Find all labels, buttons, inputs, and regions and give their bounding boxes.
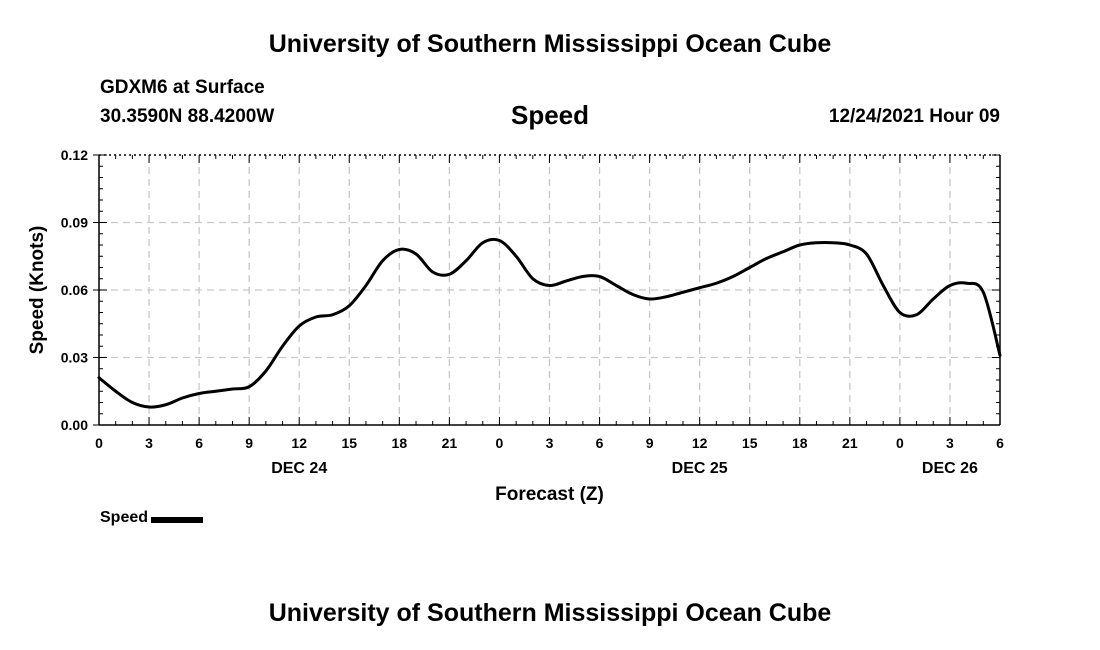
date-label: DEC 25 (672, 460, 728, 477)
x-tick-label: 3 (946, 435, 954, 451)
legend-line-swatch (151, 516, 204, 523)
y-tick-label: 0.00 (61, 417, 88, 433)
series-line-speed (97, 237, 1002, 409)
x-tick-label: 0 (496, 435, 504, 451)
y-tick-label: 0.06 (61, 282, 88, 298)
date-label: DEC 24 (271, 460, 327, 477)
x-tick-label: 6 (596, 435, 604, 451)
grid-layer (99, 155, 1000, 425)
x-tick-label: 15 (341, 435, 357, 451)
x-tick-label: 12 (692, 435, 708, 451)
x-tick-label: 6 (195, 435, 203, 451)
x-tick-label: 3 (546, 435, 554, 451)
x-tick-label: 18 (792, 435, 808, 451)
date-label: DEC 26 (922, 460, 978, 477)
x-tick-label: 18 (392, 435, 408, 451)
x-axis-title: Forecast (Z) (495, 484, 604, 505)
label-layer: 0 3 6 9 12 15 18 21 0 3 6 9 12 15 18 21 0 3 6 DEC 24 DEC 25 D… (27, 147, 1004, 505)
x-tick-label: 9 (646, 435, 654, 451)
y-tick-label: 0.09 (61, 215, 88, 231)
x-tick-label: 15 (742, 435, 758, 451)
x-tick-label: 9 (245, 435, 253, 451)
timestamp-label: 12/24/2021 Hour 09 (828, 106, 1000, 127)
x-tick-label: 21 (842, 435, 858, 451)
x-tick-label: 0 (95, 435, 103, 451)
variable-title: Speed (510, 100, 590, 130)
x-tick-label: 21 (442, 435, 458, 451)
series-layer (97, 237, 1002, 409)
y-tick-label: 0.12 (61, 147, 88, 163)
axis-layer (93, 154, 1001, 426)
x-tick-label: 0 (896, 435, 904, 451)
legend-label: Speed (100, 509, 149, 526)
y-tick-label: 0.03 (61, 350, 88, 366)
x-tick-label: 3 (145, 435, 153, 451)
chart-title-top: University of Southern Mississippi Ocean… (268, 30, 832, 58)
x-tick-label: 6 (996, 435, 1004, 451)
chart-title-bottom: University of Southern Mississippi Ocean… (268, 599, 832, 627)
coordinates-label: 30.3590N 88.4200W (100, 106, 275, 127)
x-tick-label: 12 (291, 435, 307, 451)
station-label: GDXM6 at Surface (100, 77, 265, 98)
y-axis-title: Speed (Knots) (27, 226, 48, 355)
legend: Speed (100, 509, 204, 527)
